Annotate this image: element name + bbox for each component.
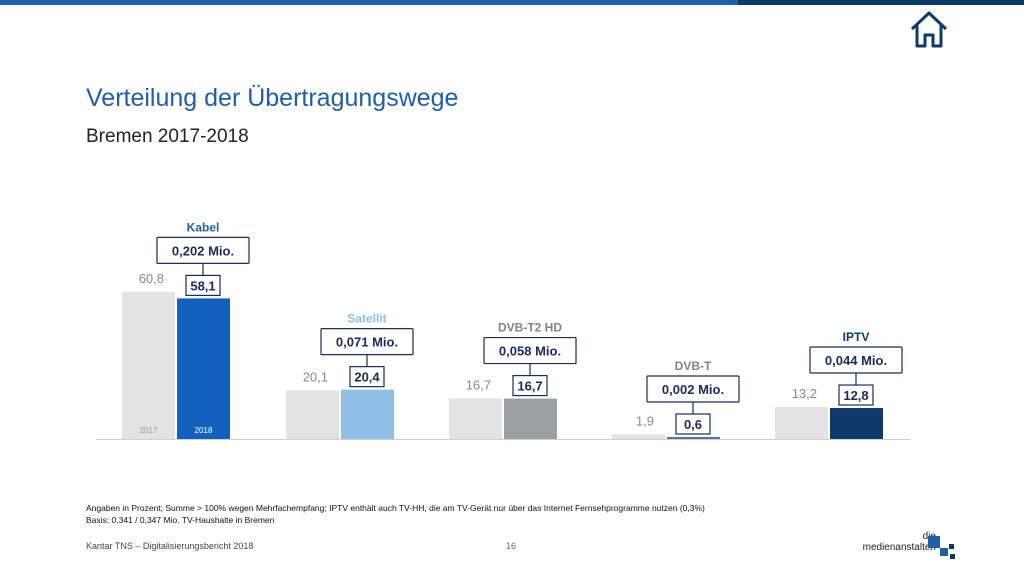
- bar-2017-iptv: [775, 407, 828, 439]
- value-label-2017-iptv: 13,2: [792, 386, 817, 401]
- page-subtitle: Bremen 2017-2018: [86, 126, 249, 147]
- callout-box-dvb-t: [646, 375, 740, 403]
- value-label-2017-dvb-t2-hd: 16,7: [466, 378, 491, 393]
- brand-line-2: medienanstalten: [862, 542, 936, 553]
- footnote: Angaben in Prozent; Summe > 100% wegen M…: [86, 502, 705, 526]
- bar-2017-satellit: [286, 390, 339, 439]
- category-label-iptv: IPTV: [843, 330, 870, 344]
- value-label-2018-dvb-t: 0,6: [684, 417, 702, 432]
- bar-2017-dvb-t2-hd: [449, 398, 502, 439]
- value-label-2018-dvb-t2-hd: 16,7: [517, 379, 542, 394]
- page-title: Verteilung der Übertragungswege: [86, 84, 459, 112]
- value-label-2018-kabel: 58,1: [190, 278, 215, 293]
- bar-2017-dvb-t: [612, 434, 665, 439]
- category-label-kabel: Kabel: [187, 220, 220, 234]
- top-accent-bar: [0, 0, 1024, 5]
- bar-2018-kabel: [177, 298, 230, 439]
- value-label-2017-kabel: 60,8: [139, 271, 164, 286]
- bar-2018-dvb-t2-hd: [504, 398, 557, 439]
- bar-2018-dvb-t: [667, 437, 720, 439]
- callout-box-iptv: [809, 346, 903, 374]
- callout-label-dvb-t: 0,002 Mio.: [662, 382, 724, 397]
- bar-2018-iptv: [830, 408, 883, 439]
- callout-box-satellit: [320, 328, 414, 356]
- top-accent-bar-dark: [738, 0, 1024, 5]
- value-label-2017-satellit: 20,1: [303, 369, 328, 384]
- callout-label-dvb-t2-hd: 0,058 Mio.: [499, 344, 561, 359]
- home-icon[interactable]: [908, 8, 950, 50]
- category-label-satellit: Satellit: [347, 312, 386, 326]
- callout-box-kabel: [156, 236, 250, 264]
- value-label-2018-satellit: 20,4: [354, 370, 380, 385]
- brand-text: die medienanstalten: [863, 531, 936, 553]
- category-label-dvb-t2-hd: DVB-T2 HD: [498, 321, 562, 335]
- callout-box-dvb-t2-hd: [483, 336, 577, 365]
- callout-label-satellit: 0,071 Mio.: [336, 335, 398, 350]
- footer-source: Kantar TNS – Digitalisierungsbericht 201…: [86, 541, 254, 551]
- footnote-line-1: Angaben in Prozent; Summe > 100% wegen M…: [86, 503, 705, 513]
- brand-logo-icon: [928, 536, 955, 559]
- year-label-2018: 2018: [195, 426, 213, 435]
- footnote-line-2: Basis: 0,341 / 0,347 Mio. TV-Haushalte i…: [86, 515, 275, 525]
- callout-label-kabel: 0,202 Mio.: [172, 243, 234, 258]
- value-label-2017-dvb-t: 1,9: [636, 413, 654, 428]
- bar-2018-satellit: [341, 389, 394, 439]
- value-label-2018-iptv: 12,8: [843, 388, 868, 403]
- page-number: 16: [506, 541, 517, 551]
- category-label-dvb-t: DVB-T: [675, 359, 712, 373]
- callout-label-iptv: 0,044 Mio.: [825, 353, 887, 368]
- year-label-2017: 2017: [140, 426, 158, 435]
- brand-line-1: die: [863, 531, 936, 542]
- bar-2017-kabel: [122, 291, 175, 439]
